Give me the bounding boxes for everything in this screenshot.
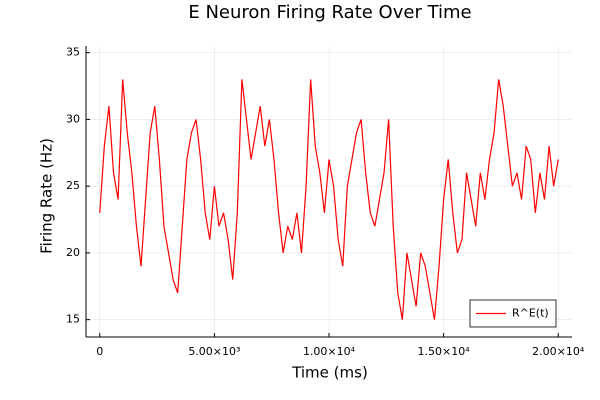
x-tick-label: 1.50×10⁴	[418, 345, 471, 358]
y-tick-label: 25	[66, 179, 80, 192]
x-axis-label: Time (ms)	[291, 364, 368, 382]
y-tick-label: 30	[66, 112, 80, 125]
y-tick-label: 20	[66, 246, 80, 259]
legend-label: R^E(t)	[512, 307, 549, 320]
y-axis-label: Firing Rate (Hz)	[38, 138, 56, 254]
data-line	[99, 79, 559, 320]
x-tick-label: 5.00×10³	[188, 345, 240, 358]
x-tick-label: 2.00×10⁴	[532, 345, 585, 358]
x-tick-label: 0	[96, 345, 103, 358]
x-tick-label: 1.00×10⁴	[303, 345, 356, 358]
chart-title: E Neuron Firing Rate Over Time	[188, 2, 471, 23]
y-tick-label: 15	[66, 313, 80, 326]
y-tick-label: 35	[66, 46, 80, 59]
